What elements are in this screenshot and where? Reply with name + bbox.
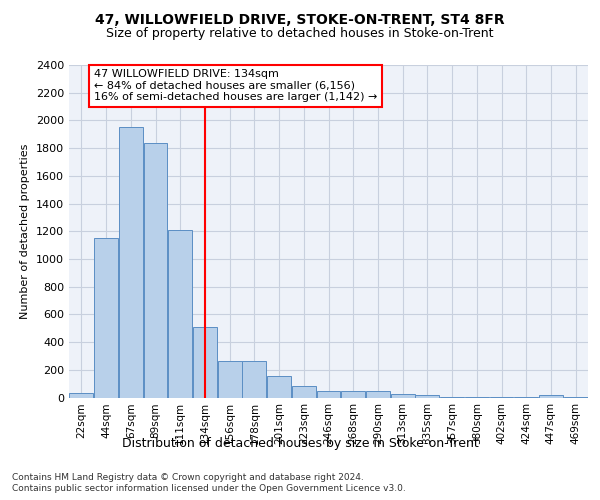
Bar <box>539 394 563 398</box>
Bar <box>168 230 192 398</box>
Text: 47 WILLOWFIELD DRIVE: 134sqm
← 84% of detached houses are smaller (6,156)
16% of: 47 WILLOWFIELD DRIVE: 134sqm ← 84% of de… <box>94 69 377 102</box>
Text: Contains HM Land Registry data © Crown copyright and database right 2024.: Contains HM Land Registry data © Crown c… <box>12 472 364 482</box>
Bar <box>391 394 415 398</box>
Bar <box>267 376 291 398</box>
Bar <box>193 327 217 398</box>
Bar <box>317 390 340 398</box>
Bar <box>94 238 118 398</box>
Text: Contains public sector information licensed under the Open Government Licence v3: Contains public sector information licen… <box>12 484 406 493</box>
Text: Size of property relative to detached houses in Stoke-on-Trent: Size of property relative to detached ho… <box>106 28 494 40</box>
Bar <box>341 392 365 398</box>
Bar <box>143 142 167 398</box>
Bar <box>242 362 266 398</box>
Text: 47, WILLOWFIELD DRIVE, STOKE-ON-TRENT, ST4 8FR: 47, WILLOWFIELD DRIVE, STOKE-ON-TRENT, S… <box>95 12 505 26</box>
Bar <box>119 128 143 398</box>
Bar <box>70 394 94 398</box>
Bar <box>366 392 390 398</box>
Bar <box>218 361 242 398</box>
Bar <box>292 386 316 398</box>
Y-axis label: Number of detached properties: Number of detached properties <box>20 144 31 319</box>
Bar <box>415 396 439 398</box>
Text: Distribution of detached houses by size in Stoke-on-Trent: Distribution of detached houses by size … <box>122 438 478 450</box>
Bar <box>440 397 464 398</box>
